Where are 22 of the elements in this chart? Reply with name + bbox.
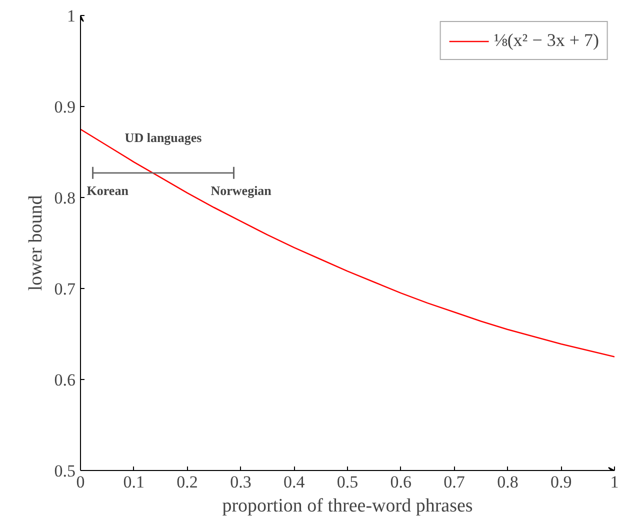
x-tick-label: 0.2	[176, 472, 198, 492]
y-tick-label: 1	[67, 6, 76, 26]
y-tick-label: 0.7	[54, 280, 76, 298]
x-tick-label: 0.8	[497, 472, 518, 492]
x-tick-label: 0.5	[336, 472, 358, 492]
legend-label: ⅛(x² − 3x + 7)	[494, 30, 599, 51]
x-tick-label: 0	[76, 472, 85, 492]
x-tick-label: 0.1	[123, 472, 145, 492]
annotation: Norwegian	[210, 182, 272, 198]
annotation: UD languages	[124, 130, 202, 145]
x-tick-label: 0.4	[283, 472, 306, 492]
y-tick-label: 0.6	[54, 370, 76, 390]
x-tick-label: 1	[610, 472, 619, 492]
y-tick-label: 0.8	[54, 188, 76, 208]
x-axis-title: proportion of three-word phrases	[222, 496, 473, 516]
x-tick-label: 0.7	[444, 472, 466, 492]
x-tick-label: 0.3	[230, 472, 252, 492]
x-tick-label: 0.9	[550, 472, 572, 492]
x-tick-label: 0.6	[390, 472, 412, 492]
y-tick-label: 0.9	[54, 98, 76, 116]
annotation: Korean	[86, 182, 130, 198]
y-axis-title: lower bound	[25, 194, 46, 291]
